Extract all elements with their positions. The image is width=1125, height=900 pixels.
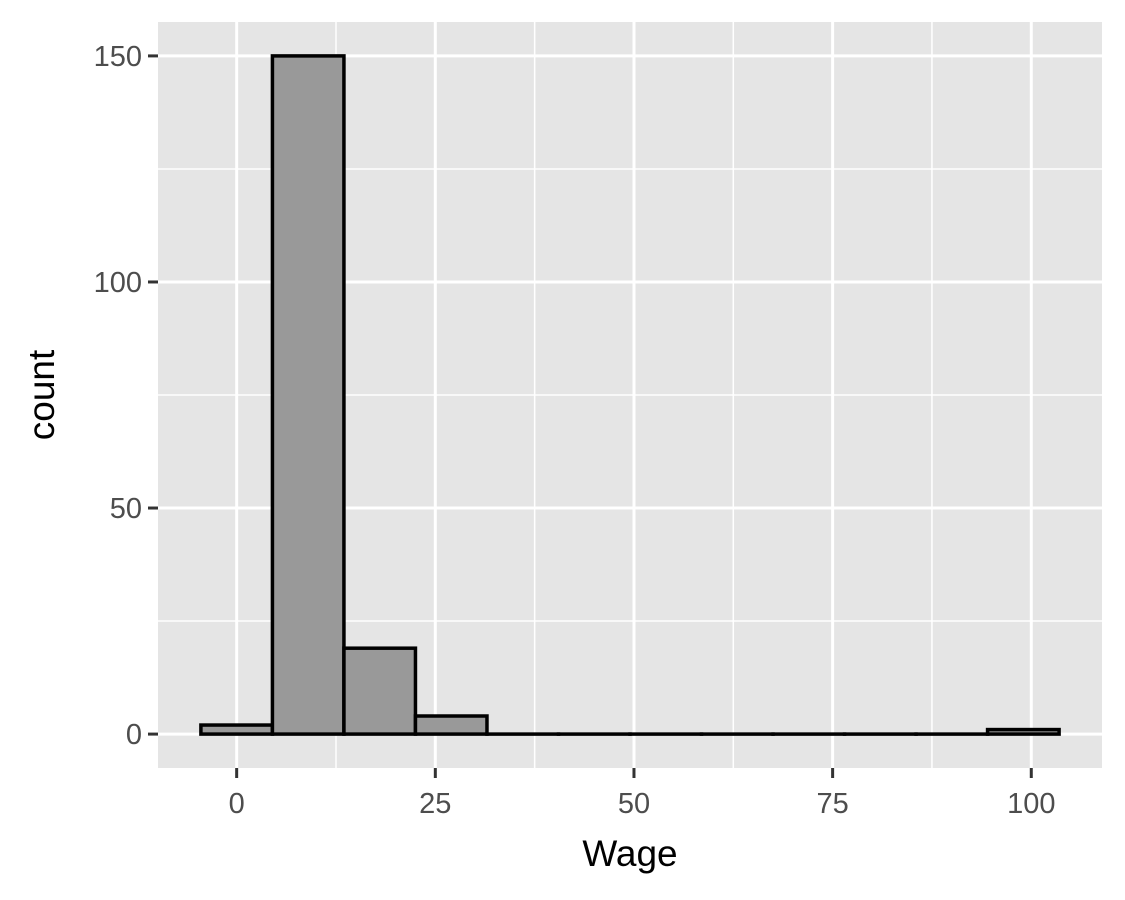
x-axis: 0 25 50 75 100 [229,768,1055,820]
y-tick-label: 150 [94,41,142,73]
y-axis: 0 50 100 150 [94,41,158,751]
histogram-bar [342,646,418,736]
histogram-bar [270,54,346,736]
x-tick-label: 75 [816,788,848,820]
histogram-bar [199,723,275,736]
y-tick-label: 0 [126,719,142,751]
y-axis-title: count [21,349,62,440]
x-axis-title: Wage [582,833,677,874]
y-tick-label: 100 [94,267,142,299]
histogram-bar [985,727,1061,736]
histogram-bar [413,714,489,736]
x-tick-label: 25 [419,788,451,820]
x-tick-label: 0 [229,788,245,820]
y-tick-label: 50 [110,493,142,525]
x-tick-label: 50 [618,788,650,820]
x-tick-label: 100 [1007,788,1055,820]
histogram-bars [199,54,1061,736]
